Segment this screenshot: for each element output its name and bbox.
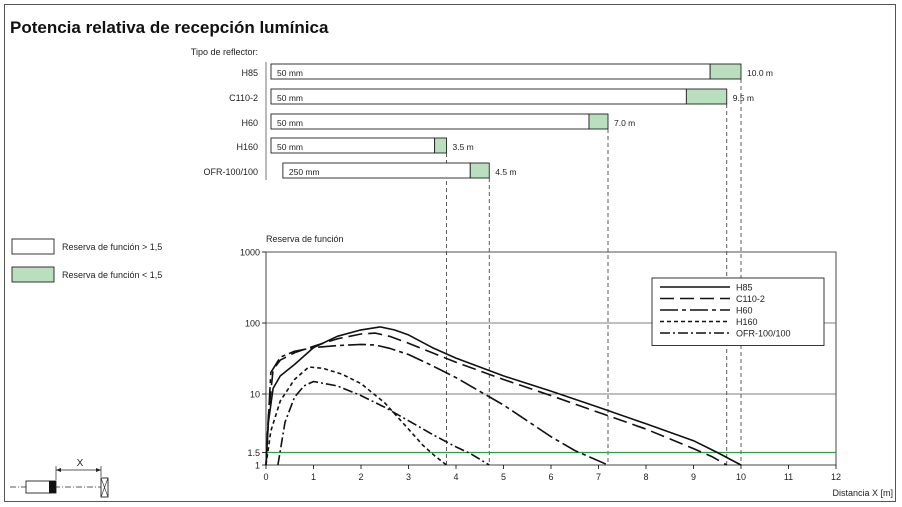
- series-line-c110-2: [265, 332, 728, 466]
- sketch-reflector-hatch: [100, 477, 109, 498]
- reflector-bar-h160: H160 50 mm 3.5 m: [236, 137, 474, 465]
- series-line-h60: [265, 343, 609, 466]
- series-line-ofr-100-100: [277, 380, 490, 466]
- color-legend-label: Reserva de función > 1,5: [62, 242, 162, 252]
- x-tick-label: 0: [263, 472, 268, 482]
- series-legend-label: H160: [736, 317, 758, 327]
- reserve-low-segment: [588, 113, 609, 130]
- reserve-low-segment: [685, 88, 728, 105]
- reflector-name: H85: [241, 68, 258, 78]
- min-distance-label: 50 mm: [277, 68, 303, 78]
- reflector-bar-h60: H60 50 mm 7.0 m: [241, 113, 635, 465]
- reflector-bar-c110-2: C110-2 50 mm 9.5 m: [229, 88, 754, 465]
- x-tick-label: 9: [691, 472, 696, 482]
- y-axis-label: Reserva de función: [266, 234, 344, 244]
- reserve-high-segment: [270, 63, 711, 80]
- sketch-distance-label: X: [77, 458, 84, 469]
- x-tick-label: 1: [311, 472, 316, 482]
- series-legend-label: H85: [736, 283, 753, 293]
- min-distance-label: 250 mm: [289, 167, 320, 177]
- color-legend-item: Reserva de función > 1,5: [11, 238, 162, 255]
- x-tick-label: 5: [501, 472, 506, 482]
- reflector-header: Tipo de reflector:: [191, 47, 258, 57]
- color-legend-swatch: [11, 238, 55, 255]
- reserve-low-segment: [434, 137, 447, 154]
- series-legend-box: [651, 277, 825, 346]
- max-distance-label: 10.0 m: [747, 68, 773, 78]
- reflector-name: H60: [241, 118, 258, 128]
- max-distance-label: 7.0 m: [614, 118, 635, 128]
- reflector-name: C110-2: [229, 93, 258, 103]
- reserve-high-segment: [270, 113, 590, 130]
- x-tick-label: 2: [358, 472, 363, 482]
- x-axis-label: Distancia X [m]: [832, 488, 893, 498]
- y-tick-label: 1: [255, 461, 260, 471]
- color-legend-swatch: [11, 266, 55, 283]
- sketch-dim-arrow: [56, 468, 61, 472]
- color-legend-item: Reserva de función < 1,5: [11, 266, 162, 283]
- x-tick-label: 10: [736, 472, 746, 482]
- min-distance-label: 50 mm: [277, 118, 303, 128]
- y-tick-label: 1.5: [247, 448, 260, 458]
- x-tick-label: 12: [831, 472, 841, 482]
- x-tick-label: 6: [548, 472, 553, 482]
- max-distance-label: 4.5 m: [495, 167, 516, 177]
- series-legend-label: OFR-100/100: [736, 329, 791, 339]
- y-tick-label: 100: [245, 319, 260, 329]
- x-tick-label: 11: [784, 472, 793, 482]
- sketch-sensor-lens: [49, 481, 56, 493]
- reserve-low-segment: [709, 63, 742, 80]
- series-line-h160: [265, 366, 447, 466]
- min-distance-label: 50 mm: [277, 142, 303, 152]
- min-distance-label: 50 mm: [277, 93, 303, 103]
- max-distance-label: 3.5 m: [453, 142, 474, 152]
- series-line-h85: [265, 326, 742, 466]
- sketch-dim-arrow: [96, 468, 101, 472]
- reflector-bar-ofr-100-100: OFR-100/100 250 mm 4.5 m: [203, 162, 517, 465]
- y-tick-label: 10: [250, 390, 260, 400]
- figure-frame: [4, 4, 896, 502]
- reserve-high-segment: [270, 88, 687, 105]
- reflector-name: OFR-100/100: [203, 167, 258, 177]
- x-tick-label: 8: [643, 472, 648, 482]
- color-legend-label: Reserva de función < 1,5: [62, 270, 162, 280]
- series-legend-label: C110-2: [736, 294, 765, 304]
- x-tick-label: 4: [453, 472, 458, 482]
- reflector-bar-h85: H85 50 mm 10.0 m: [241, 63, 773, 465]
- reserve-low-segment: [469, 162, 490, 179]
- y-tick-label: 1000: [240, 248, 260, 258]
- x-tick-label: 7: [596, 472, 601, 482]
- distance-sketch: X: [10, 458, 109, 498]
- series-legend-label: H60: [736, 306, 753, 316]
- x-tick-label: 3: [406, 472, 411, 482]
- max-distance-label: 9.5 m: [733, 93, 754, 103]
- reflector-name: H160: [236, 142, 258, 152]
- chart-title: Potencia relativa de recepción lumínica: [10, 18, 329, 37]
